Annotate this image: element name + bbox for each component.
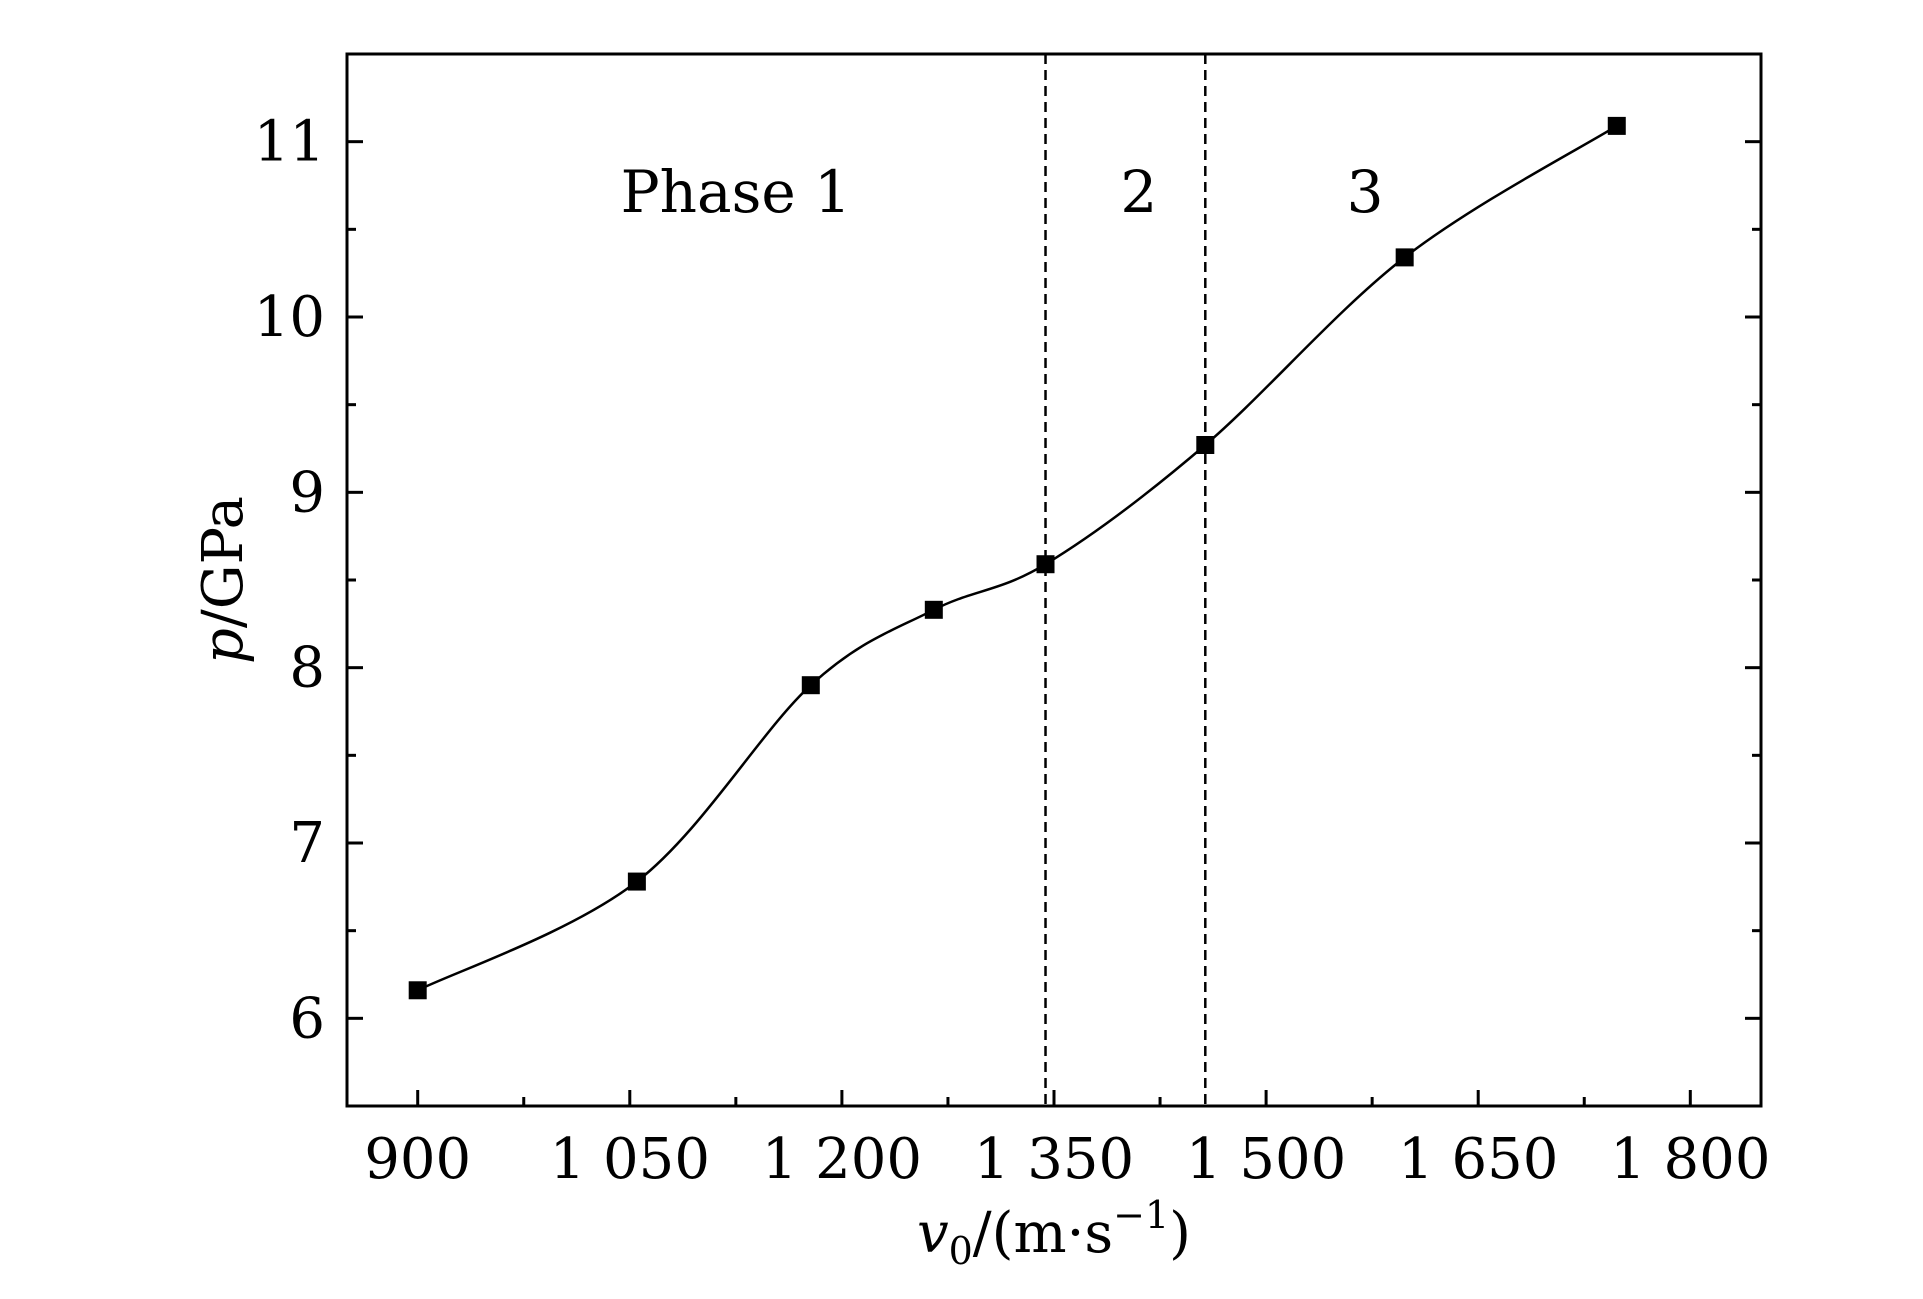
data-point: [1036, 555, 1055, 574]
x-axis-title-superscript: −1: [1113, 1193, 1169, 1237]
data-point: [1196, 435, 1215, 454]
y-axis-title-unit: /GPa: [191, 496, 256, 628]
phase-label: 2: [1120, 158, 1157, 226]
y-tick-label: 7: [289, 811, 325, 876]
x-axis-title-close: ): [1169, 1201, 1191, 1266]
y-axis-title: p/GPa: [191, 496, 256, 664]
x-tick-label: 1 800: [1610, 1127, 1770, 1192]
data-point: [1607, 116, 1626, 135]
x-axis-title-unit: /(m·s: [973, 1201, 1113, 1266]
x-tick-label: 1 350: [974, 1127, 1134, 1192]
x-tick-label: 1 050: [550, 1127, 710, 1192]
x-axis-title-var: v: [917, 1201, 949, 1266]
y-tick-label: 9: [289, 460, 325, 525]
x-tick-label: 1 200: [762, 1127, 922, 1192]
data-point: [627, 872, 646, 891]
phase-annotations: Phase 1 2 3: [621, 158, 1384, 226]
y-tick-label: 10: [254, 285, 325, 350]
y-axis-title-var: p: [191, 628, 256, 664]
data-point: [924, 600, 943, 619]
data-point: [1395, 248, 1414, 267]
y-tick-label: 11: [254, 110, 325, 175]
plot-frame: [345, 52, 1763, 1108]
y-tick-label: 8: [289, 636, 325, 701]
phase-label: Phase 1: [621, 158, 851, 226]
x-tick-label: 1 500: [1186, 1127, 1346, 1192]
data-points: [408, 116, 1626, 1000]
y-axis: 6 7 8 9 10 11: [254, 110, 1761, 1051]
y-tick-label: 6: [289, 986, 325, 1051]
x-axis-title-subscript: 0: [949, 1229, 973, 1273]
x-axis: 900 1 050 1 200 1 350 1 500 1 650 1 800: [364, 1090, 1770, 1192]
x-tick-label: 900: [364, 1127, 471, 1192]
data-point: [408, 981, 427, 1000]
phase-label: 3: [1347, 158, 1384, 226]
data-point: [801, 676, 820, 695]
fit-curve: [417, 124, 1618, 992]
x-axis-title: v0/(m·s−1): [917, 1193, 1191, 1273]
x-tick-label: 1 650: [1398, 1127, 1558, 1192]
